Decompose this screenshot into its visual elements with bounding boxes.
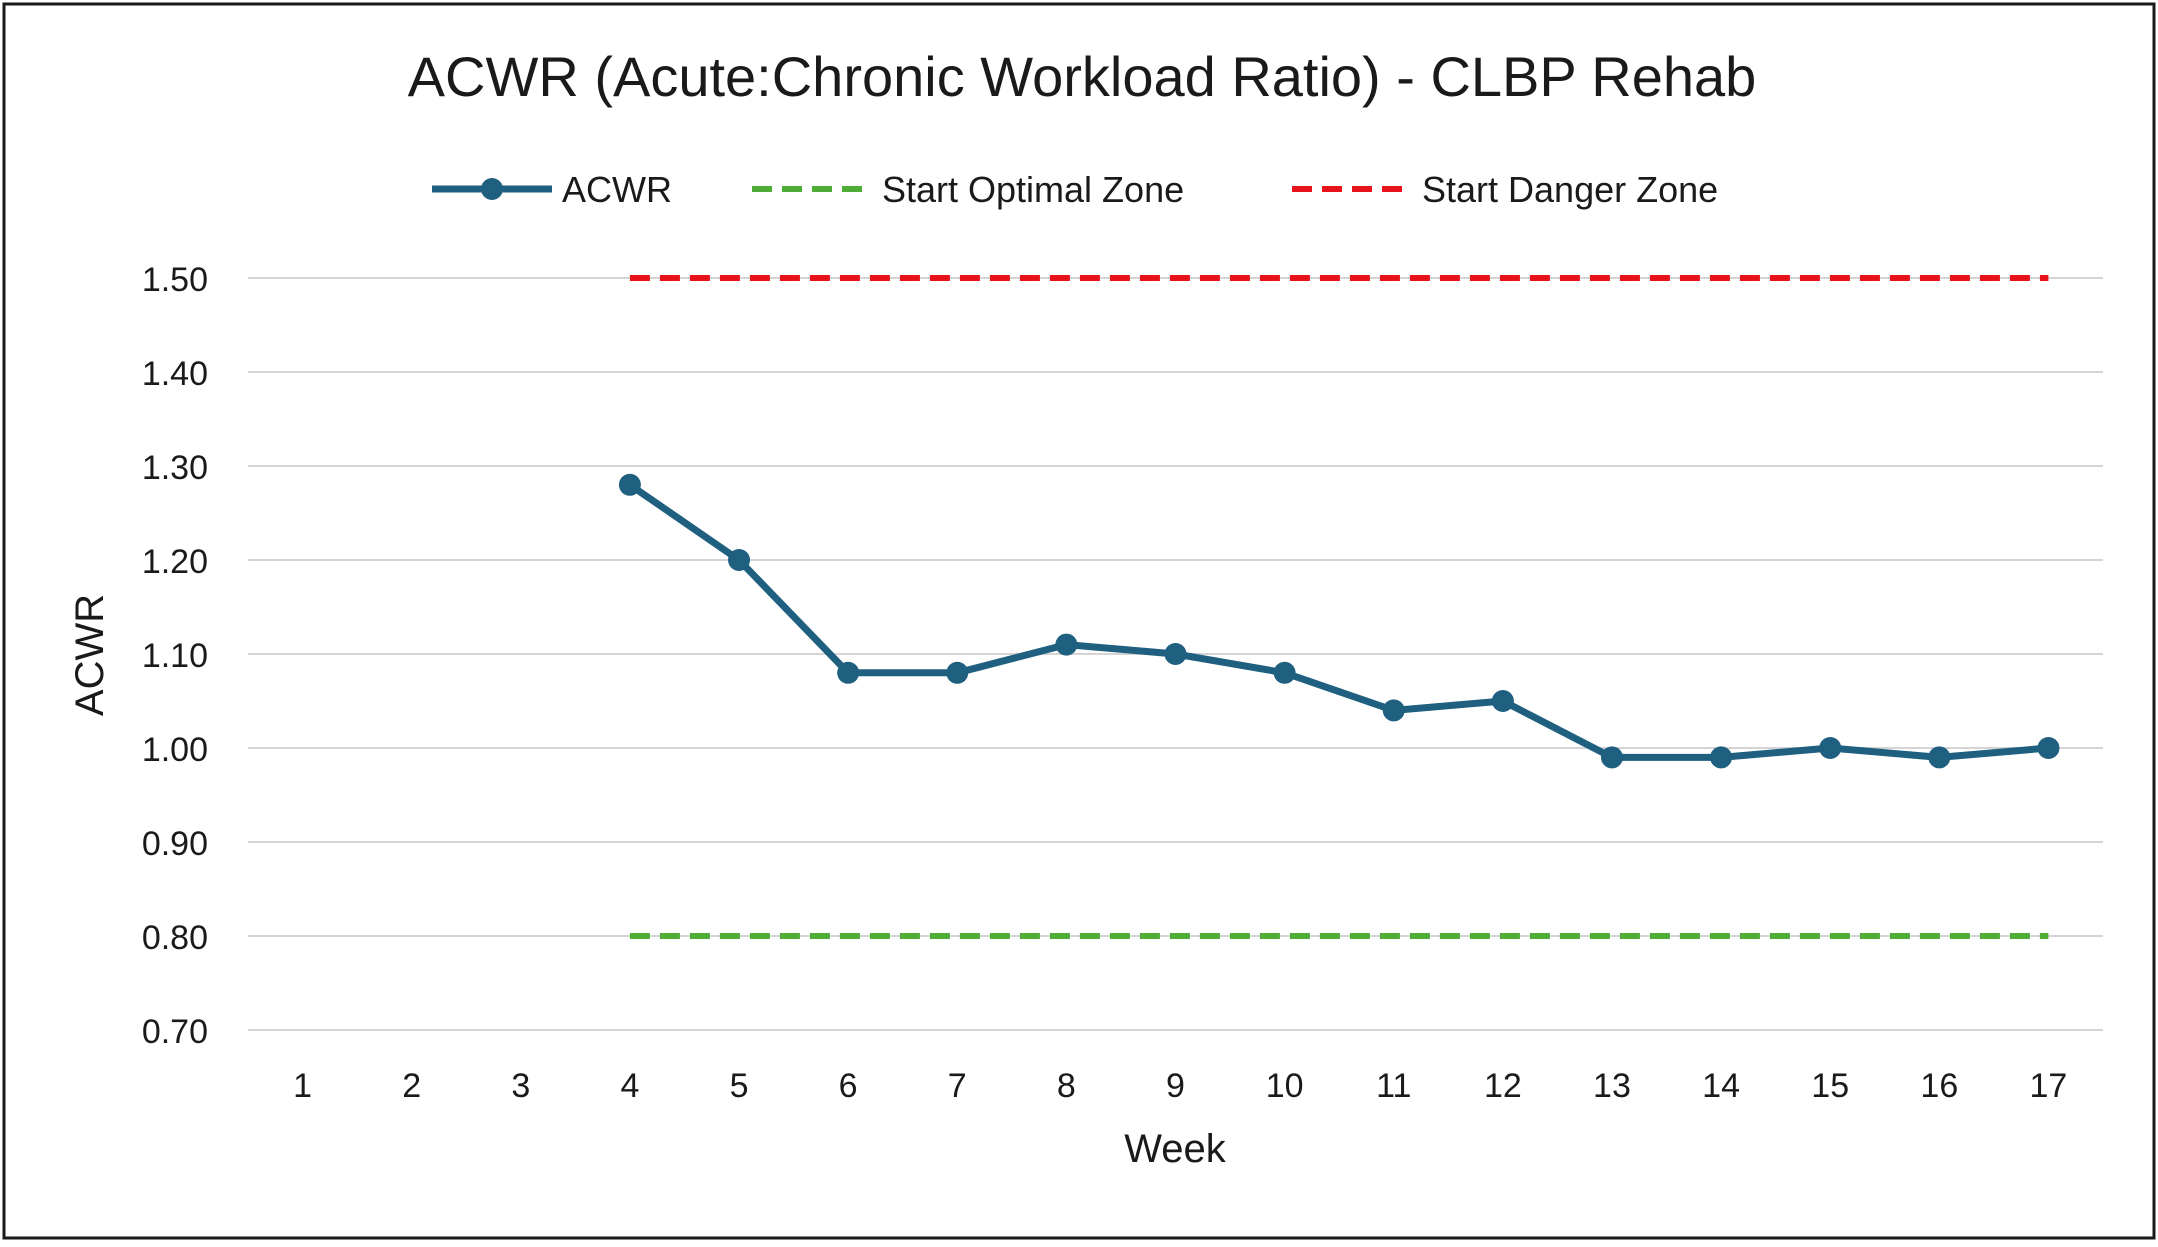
data-point — [1273, 661, 1296, 684]
x-tick-label: 8 — [1057, 1067, 1076, 1105]
legend-entry: Start Optimal Zone — [752, 169, 1184, 210]
chart-title: ACWR (Acute:Chronic Workload Ratio) - CL… — [408, 45, 1757, 108]
legend-entry: ACWR — [432, 169, 672, 210]
x-tick-label: 4 — [620, 1067, 639, 1105]
data-point — [1600, 746, 1623, 769]
data-point — [728, 549, 751, 571]
y-tick-label: 1.40 — [142, 355, 208, 393]
y-axis-label: ACWR — [68, 594, 112, 716]
legend-label: ACWR — [562, 169, 672, 210]
y-tick-label: 1.00 — [142, 731, 208, 769]
x-axis-ticks: 1 2 3 4 5 6 7 8 9 10 11 12 13 14 15 16 17 — [293, 1067, 2067, 1105]
data-point — [1928, 746, 1951, 769]
y-tick-label: 1.10 — [142, 637, 208, 675]
legend-entry: Start Danger Zone — [1292, 169, 1718, 210]
x-tick-label: 12 — [1484, 1067, 1522, 1105]
legend-marker — [481, 178, 503, 200]
x-tick-label: 10 — [1266, 1067, 1304, 1105]
series-line — [627, 481, 2049, 761]
data-point — [2037, 737, 2060, 759]
x-tick-label: 17 — [2030, 1067, 2068, 1105]
y-tick-label: 1.20 — [142, 543, 208, 581]
data-point — [1710, 746, 1733, 769]
y-tick-label: 0.80 — [142, 919, 208, 957]
series-0 — [618, 473, 2060, 769]
data-point — [1382, 699, 1405, 722]
y-tick-label: 1.30 — [142, 449, 208, 487]
x-tick-label: 6 — [839, 1067, 858, 1105]
x-tick-label: 11 — [1376, 1067, 1411, 1105]
y-axis-ticks: 0.70 0.80 0.90 1.00 1.10 1.20 1.30 1.40 1.50 — [142, 261, 208, 1051]
data-point — [1164, 643, 1187, 665]
x-axis-label: Week — [1124, 1127, 1227, 1171]
legend: ACWR Start Optimal Zone Start Danger Zone — [432, 169, 1718, 210]
series-layer — [618, 275, 2060, 939]
legend-label: Start Danger Zone — [1422, 169, 1718, 210]
x-tick-label: 1 — [293, 1067, 312, 1105]
data-point — [1819, 737, 1842, 759]
data-point — [837, 661, 860, 684]
x-tick-label: 7 — [948, 1067, 967, 1105]
data-point — [946, 661, 969, 684]
data-point — [618, 473, 641, 496]
x-tick-label: 14 — [1702, 1067, 1740, 1105]
y-tick-label: 0.90 — [142, 825, 208, 863]
x-tick-label: 16 — [1920, 1067, 1958, 1105]
x-tick-label: 9 — [1166, 1067, 1185, 1105]
data-point — [1491, 690, 1514, 712]
data-point — [1055, 633, 1078, 656]
x-tick-label: 13 — [1593, 1067, 1631, 1105]
x-tick-label: 15 — [1811, 1067, 1849, 1105]
y-tick-label: 1.50 — [142, 261, 208, 299]
legend-label: Start Optimal Zone — [882, 169, 1184, 210]
x-tick-label: 5 — [730, 1067, 749, 1105]
x-tick-label: 2 — [402, 1067, 421, 1105]
x-tick-label: 3 — [511, 1067, 530, 1105]
y-tick-label: 0.70 — [142, 1013, 208, 1051]
